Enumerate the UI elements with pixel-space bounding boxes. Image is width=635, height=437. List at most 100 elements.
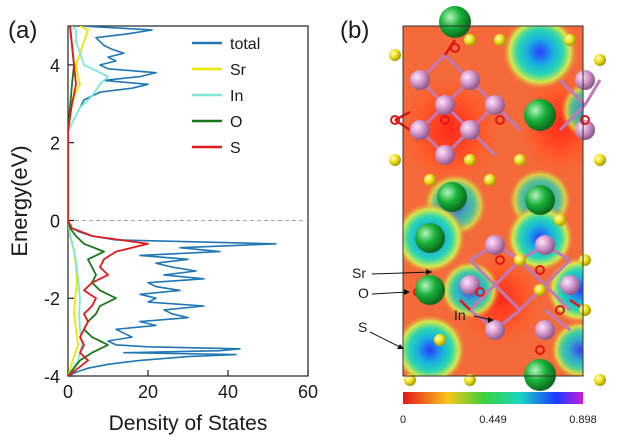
bond [543,283,572,312]
in-annotation: In [454,307,466,323]
s-atom [404,374,416,386]
o-atom [450,43,460,53]
s-annotation: S [358,319,367,335]
colorbar [403,392,583,404]
bond [544,308,571,332]
sr-annotation: Sr [352,265,366,281]
x-axis-label: Density of States [109,412,268,435]
y-tick-label: 0 [50,211,60,231]
s-atom [534,284,546,296]
o-bond [443,39,457,56]
dos-axes: 0 20 40 60 -4 -2 0 2 4 [44,25,318,402]
x-tick-label: 0 [63,382,73,402]
s-atom [484,174,496,186]
sr-atom [437,182,467,212]
panel-a-label: (a) [8,17,37,44]
y-tick-label: -2 [44,289,60,309]
s-atom [464,34,476,46]
o-annotation: O [358,285,369,301]
in-atom [535,235,555,255]
bond [583,79,602,106]
s-atom [594,154,606,166]
colorbar-tick-max: 0.898 [569,414,597,426]
in-atom [485,235,505,255]
bond [493,283,522,312]
colorbar-tick-min: 0 [400,414,406,426]
bond [543,258,572,287]
in-atom [560,275,580,295]
in-atom [535,320,555,340]
in-atom [485,95,505,115]
in-atom [460,120,480,140]
legend-label-total: total [230,36,260,53]
o-atom [475,287,485,297]
o-atom [495,255,505,265]
in-atom [435,145,455,165]
in-atom [410,70,430,90]
y-axis-label: Energy(eV) [7,145,32,256]
o-atom [555,305,565,315]
legend-label-sr: Sr [230,62,247,79]
o-atom [495,115,505,125]
series-line-s [68,26,149,376]
x-tick-label: 20 [138,382,158,402]
in-atom [460,275,480,295]
s-atom [579,304,591,316]
s-atom [389,154,401,166]
y-tick-label: 4 [50,56,60,76]
bond [468,258,497,287]
s-atom [434,334,446,346]
series-line-in [68,26,109,376]
bond [558,103,587,132]
s-atom [594,374,606,386]
s-atom [464,374,476,386]
s-atom [564,34,576,46]
sr-atom [524,359,556,391]
s-atom [554,214,566,226]
sr-atom [415,223,445,253]
plot-frame [67,25,309,377]
o-atom [580,115,590,125]
y-tick-label: 2 [50,134,60,154]
x-tick-label: 40 [218,382,238,402]
s-atom [424,174,436,186]
s-atom [594,54,606,66]
o-bond [459,299,471,311]
bond [558,78,587,107]
in-atom [435,95,455,115]
s-atom [514,254,526,266]
panel-b-label: (b) [340,17,369,44]
bond [468,283,497,312]
series-line-total [68,26,277,376]
legend-label-s: S [230,140,241,157]
legend-label-in: In [230,88,243,105]
s-atom [514,154,526,166]
o-atom [535,265,545,275]
sr-atom [525,185,555,215]
in-atom [575,120,595,140]
s-atom [389,49,401,61]
in-atom [410,120,430,140]
series-line-o [68,26,117,376]
s-atom [579,254,591,266]
s-atom [464,154,476,166]
in-atom [575,70,595,90]
y-tick-label: -4 [44,367,60,387]
series-line-sr [68,26,89,376]
o-atom [535,345,545,355]
colorbar-tick-mid: 0.449 [479,414,507,426]
sr-atom [524,99,556,131]
dos-lines [68,26,277,376]
sr-atom [439,6,471,38]
x-tick-label: 60 [298,382,318,402]
legend-label-o: O [230,114,242,131]
sr-atom [415,275,445,305]
charge-density-map [389,6,606,391]
s-atom [494,34,506,46]
o-atom [440,115,450,125]
o-atom [390,115,400,125]
legend: total Sr In OS [192,36,260,157]
in-atom [485,320,505,340]
in-atom [460,70,480,90]
